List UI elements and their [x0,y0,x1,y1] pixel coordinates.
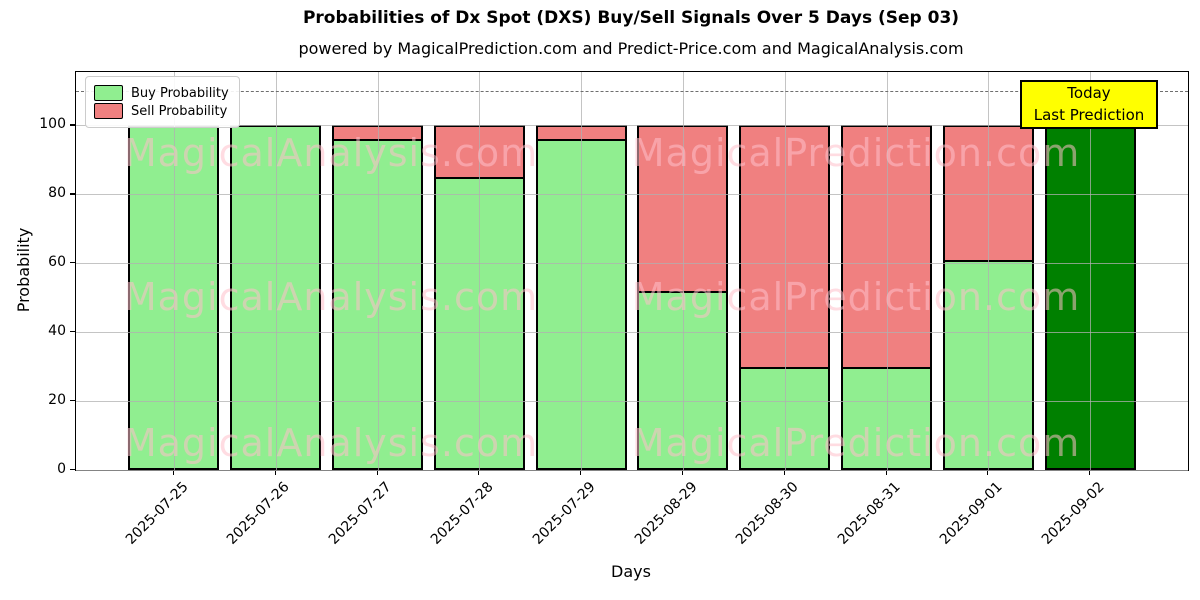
h-gridline-0 [76,470,1188,471]
legend-item-buy: Buy Probability [94,85,229,101]
y-tick-mark [70,331,75,333]
h-gridline-80 [76,194,1188,196]
v-gridline-2025-07-29 [581,72,583,470]
x-tick-label: 2025-09-01 [936,479,1006,548]
v-gridline-2025-08-30 [784,72,786,470]
chart-subtitle: powered by MagicalPrediction.com and Pre… [298,39,964,58]
x-tick-label: 2025-09-02 [1038,479,1108,548]
y-tick-mark [70,400,75,402]
y-tick-label: 100 [39,116,66,133]
x-tick-mark [172,470,175,475]
watermark-text: MagicalPrediction.com [631,275,1081,319]
x-tick-label: 2025-08-31 [834,479,904,548]
h-gridline-100 [76,125,1188,127]
v-gridline-2025-08-29 [682,72,684,470]
v-gridline-2025-07-25 [173,72,175,470]
v-gridline-2025-07-28 [479,72,481,470]
x-tick-label: 2025-08-29 [631,479,701,548]
x-axis-label: Days [611,562,651,581]
x-tick-label: 2025-08-30 [733,479,803,548]
y-tick-mark [70,469,75,471]
v-gridline-2025-08-31 [886,72,888,470]
y-tick-label: 20 [48,392,66,409]
legend-label-sell: Sell Probability [131,103,228,119]
y-tick-mark [70,262,75,264]
h-gridline-20 [76,401,1188,403]
buy-swatch-icon [94,85,123,101]
watermark-text: MagicalAnalysis.com [123,275,539,319]
x-tick-mark [274,470,276,475]
today-annotation-line1: Today [1067,83,1111,102]
sell-swatch-icon [94,103,123,119]
x-tick-mark [1089,470,1091,475]
y-tick-label: 0 [57,461,66,477]
y-tick-mark [70,124,75,126]
x-tick-mark [885,470,887,475]
y-tick-mark [70,193,75,195]
y-tick-label: 80 [48,185,66,202]
x-tick-mark [580,470,582,475]
x-tick-label: 2025-07-27 [325,479,395,548]
v-gridline-2025-07-27 [377,72,379,470]
today-annotation: Today Last Prediction [1020,80,1158,129]
legend-label-buy: Buy Probability [131,85,229,101]
watermark-text: MagicalAnalysis.com [123,131,539,175]
v-gridline-2025-09-01 [988,72,990,470]
x-tick-mark [376,470,378,475]
y-axis-label: Probability [14,227,33,313]
y-tick-label: 40 [48,323,66,340]
legend-item-sell: Sell Probability [94,103,229,119]
plot-area: MagicalAnalysis.com MagicalPrediction.com… [75,71,1189,471]
x-tick-mark [478,470,480,475]
today-annotation-line2: Last Prediction [1033,105,1145,124]
dashed-reference-line [76,90,1188,92]
x-tick-label: 2025-07-26 [224,479,294,548]
h-gridline-40 [76,332,1188,334]
v-gridline-2025-07-26 [275,72,277,470]
chart-title: Probabilities of Dx Spot (DXS) Buy/Sell … [302,8,960,28]
x-tick-label: 2025-07-25 [122,479,192,548]
legend: Buy Probability Sell Probability [85,76,240,128]
v-gridline-2025-09-02 [1090,72,1092,470]
x-tick-mark [681,470,684,475]
watermark-text: MagicalAnalysis.com [123,421,539,465]
x-tick-label: 2025-07-28 [427,479,497,548]
watermark-text: MagicalPrediction.com [631,421,1081,465]
x-tick-mark [987,470,989,475]
x-tick-label: 2025-07-29 [529,479,599,548]
h-gridline-60 [76,263,1188,265]
watermark-text: MagicalPrediction.com [631,131,1081,175]
y-tick-label: 60 [48,254,66,271]
x-tick-mark [783,470,785,475]
